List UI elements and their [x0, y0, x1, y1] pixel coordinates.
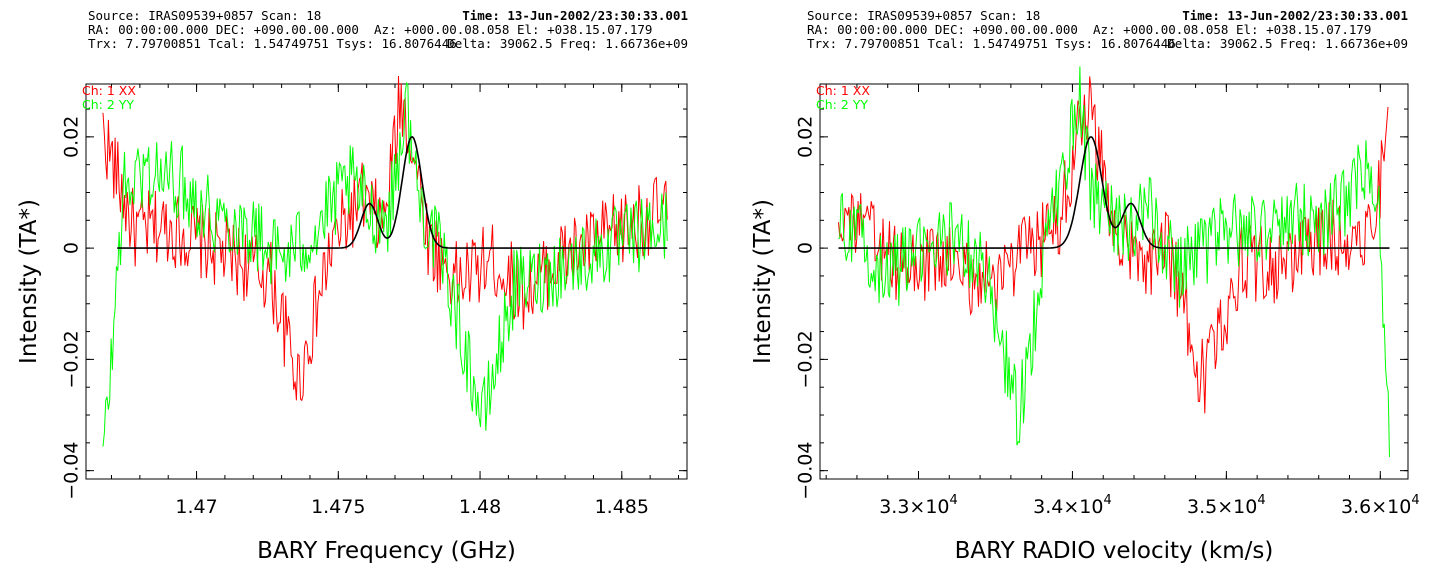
x-tick-label: 1.475	[311, 496, 365, 518]
x-tick-label: 1.47	[175, 496, 217, 518]
header-1-line1-right: Time: 13-Jun-2002/23:30:33.001	[462, 8, 688, 23]
y-tick-label: 0.02	[795, 116, 817, 158]
header-2-line2: RA: 00:00:00.000 DEC: +090.00.00.000 Az:…	[807, 22, 1372, 37]
header-2-line3-right: Delta: 39062.5 Freq: 1.66736e+09	[1167, 36, 1408, 51]
y-tick-label: −0.02	[795, 330, 817, 388]
x-tick-label: 1.485	[595, 496, 649, 518]
x-tick-label: 3.6×104	[1341, 493, 1420, 518]
chart-panel-2: −0.04 −0.02 0 0.02 3.3×104 3.4×104 3.5×104 3.6×…	[750, 66, 1420, 563]
x-tick-label: 1.48	[459, 496, 501, 518]
y-tick-label: −0.02	[61, 330, 83, 388]
header-1-line3-right: Delta: 39062.5 Freq: 1.66736e+09	[447, 36, 688, 51]
series-line-1	[838, 76, 1389, 414]
y-tick-label: 0.02	[61, 116, 83, 158]
y-tick-label: 0	[61, 242, 83, 254]
y-tick-label: −0.04	[795, 442, 817, 500]
gaussian-fit-line	[117, 136, 668, 249]
header-1-line1-left: Source: IRAS09539+0857 Scan: 18	[88, 8, 322, 23]
y-axis-label: Intensity (TA*)	[16, 199, 42, 364]
x-tick-label: 3.4×104	[1033, 493, 1112, 518]
y-axis-label: Intensity (TA*)	[750, 199, 776, 364]
plot-frame	[819, 83, 1409, 480]
chart-panel-1: −0.04 −0.02 0 0.02 1.47 1.475 1.48 1.485 BARY Fr…	[16, 75, 688, 563]
x-axis-label: BARY Frequency (GHz)	[257, 538, 516, 563]
header-1-line2: RA: 00:00:00.000 DEC: +090.00.00.000 Az:…	[88, 22, 653, 37]
x-tick-exponent: 4	[1411, 493, 1419, 508]
plot-frame	[85, 83, 688, 480]
legend-entry: Ch: 2 YY	[82, 97, 134, 112]
header-2-line3-left: Trx: 7.79700851 Tcal: 1.54749751 Tsys: 1…	[807, 36, 1176, 51]
x-tick-exponent: 4	[950, 493, 958, 508]
x-axis-label: BARY RADIO velocity (km/s)	[955, 538, 1274, 563]
x-tick-label: 3.5×104	[1187, 493, 1266, 518]
x-tick-exponent: 4	[1257, 493, 1265, 508]
series-line-2	[102, 81, 668, 447]
header-2-line1-right: Time: 13-Jun-2002/23:30:33.001	[1182, 8, 1408, 23]
x-tick-label: 3.3×104	[879, 493, 958, 518]
series-line-2	[838, 66, 1390, 458]
header-1-line3-left: Trx: 7.79700851 Tcal: 1.54749751 Tsys: 1…	[88, 36, 457, 51]
legend-entry: Ch: 2 YY	[816, 97, 868, 112]
x-tick-exponent: 4	[1103, 493, 1111, 508]
legend-entry: Ch: 1 XX	[816, 83, 870, 98]
header-2-line1-left: Source: IRAS09539+0857 Scan: 18	[807, 8, 1041, 23]
y-tick-label: −0.04	[61, 442, 83, 500]
y-tick-label: 0	[795, 242, 817, 254]
gaussian-fit-line	[838, 136, 1390, 249]
legend-entry: Ch: 1 XX	[82, 83, 136, 98]
